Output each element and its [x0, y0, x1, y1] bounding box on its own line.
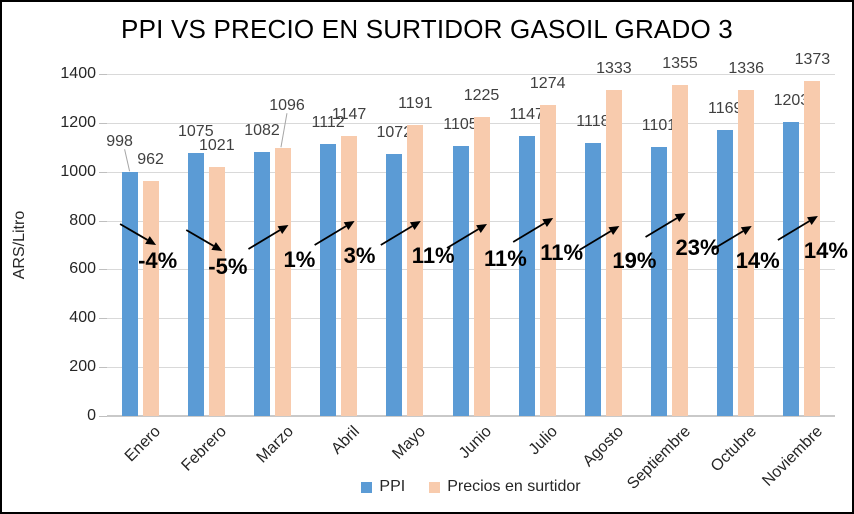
y-tick-label: 1400 — [60, 65, 96, 82]
gridline — [107, 220, 835, 222]
bar-precios-en-surtidor — [605, 90, 622, 416]
y-tick-label: 1200 — [60, 113, 96, 131]
bar-ppi — [783, 122, 800, 416]
y-tick-label: 400 — [69, 309, 96, 327]
y-tick-label: 1000 — [60, 162, 96, 180]
bar-ppi — [717, 130, 734, 416]
data-label: 1147 — [509, 105, 544, 123]
gridline — [107, 367, 835, 369]
gridline — [107, 318, 835, 320]
y-axis-title: ARS/Litro — [11, 210, 28, 280]
data-label: 1333 — [596, 60, 632, 78]
data-label: 1373 — [794, 50, 831, 68]
data-label: 962 — [137, 151, 164, 168]
data-label: 1355 — [662, 55, 698, 72]
bar-ppi — [452, 146, 469, 416]
bar-precios-en-surtidor — [407, 125, 424, 416]
gridline — [107, 74, 835, 75]
bar-precios-en-surtidor — [738, 89, 755, 416]
bar-ppi — [187, 153, 204, 416]
y-tick-label: 0 — [87, 407, 96, 424]
pct-change-label: 1% — [283, 247, 316, 272]
pct-change-label: -4% — [138, 248, 178, 273]
y-tick-mark — [99, 74, 107, 75]
bar-ppi — [584, 142, 601, 416]
data-label: 1075 — [178, 123, 214, 141]
pct-change-label: 11% — [484, 246, 527, 271]
data-label: 1336 — [728, 59, 764, 77]
data-label: 1203 — [773, 92, 810, 110]
data-label: 1096 — [269, 97, 305, 115]
bar-ppi — [320, 144, 337, 416]
pct-change-label: 23% — [675, 235, 720, 260]
bar-precios-en-surtidor — [804, 80, 821, 416]
legend-swatch-ppi — [361, 481, 373, 493]
y-tick-mark — [99, 122, 107, 124]
bar-precios-en-surtidor — [672, 85, 688, 416]
y-tick-mark — [99, 171, 107, 173]
data-label: 1072 — [376, 124, 413, 142]
bar-ppi — [386, 154, 403, 416]
data-label: 1105 — [443, 116, 478, 134]
data-label: 1021 — [199, 136, 235, 154]
bar-precios-en-surtidor — [275, 148, 291, 416]
legend-label-surtidor: Precios en surtidor — [447, 478, 581, 495]
y-tick-mark — [99, 220, 107, 222]
y-tick-mark — [99, 367, 107, 369]
bar-ppi — [121, 172, 138, 416]
pct-change-label: 3% — [343, 243, 376, 268]
y-tick-mark — [99, 416, 107, 417]
data-label: 1169 — [707, 100, 743, 118]
legend-item-ppi: PPI — [361, 478, 405, 496]
y-tick-label: 200 — [69, 358, 96, 376]
pct-change-label: 11% — [411, 243, 455, 268]
legend-label-ppi: PPI — [379, 478, 406, 495]
gridline — [107, 171, 835, 173]
pct-change-label: 14% — [803, 238, 848, 263]
pct-change-label: -5% — [208, 254, 248, 279]
bar-precios-en-surtidor — [473, 116, 490, 417]
y-tick-label: 600 — [69, 260, 96, 278]
bar-ppi — [254, 151, 270, 416]
data-label: 1147 — [331, 105, 367, 123]
data-label: 1191 — [398, 95, 433, 113]
pct-change-label: 19% — [612, 248, 657, 273]
gridline — [107, 122, 835, 124]
data-label: 1082 — [244, 121, 280, 139]
pct-change-label: 11% — [540, 240, 584, 265]
plot-area: 998 1075 1082 1112 1072 1105 1147 1118 1101 1169 1… — [106, 51, 835, 417]
bar-ppi — [518, 135, 535, 416]
data-label: 998 — [106, 133, 133, 151]
bar-ppi — [651, 147, 667, 416]
x-axis-line — [107, 415, 835, 417]
chart-title: PPI VS PRECIO EN SURTIDOR GASOIL GRADO 3 — [121, 14, 733, 44]
legend-item-surtidor: Precios en surtidor — [429, 478, 581, 496]
y-tick-mark — [99, 269, 107, 271]
data-label: 1225 — [463, 86, 500, 104]
legend-swatch-surtidor — [429, 481, 441, 493]
y-tick-mark — [99, 318, 107, 320]
bar-precios-en-surtidor — [341, 135, 358, 416]
gridline — [107, 269, 835, 271]
data-label: 1112 — [311, 114, 345, 132]
bar-precios-en-surtidor — [539, 104, 556, 416]
data-label: 1118 — [576, 112, 610, 130]
data-label: 1274 — [529, 74, 566, 92]
pct-change-label: 14% — [735, 248, 780, 273]
bar-precios-en-surtidor — [208, 166, 225, 416]
bar-precios-en-surtidor — [142, 181, 159, 416]
y-tick-label: 800 — [69, 211, 96, 229]
data-label: 1101 — [641, 117, 677, 134]
legend: PPI Precios en surtidor — [107, 478, 835, 496]
